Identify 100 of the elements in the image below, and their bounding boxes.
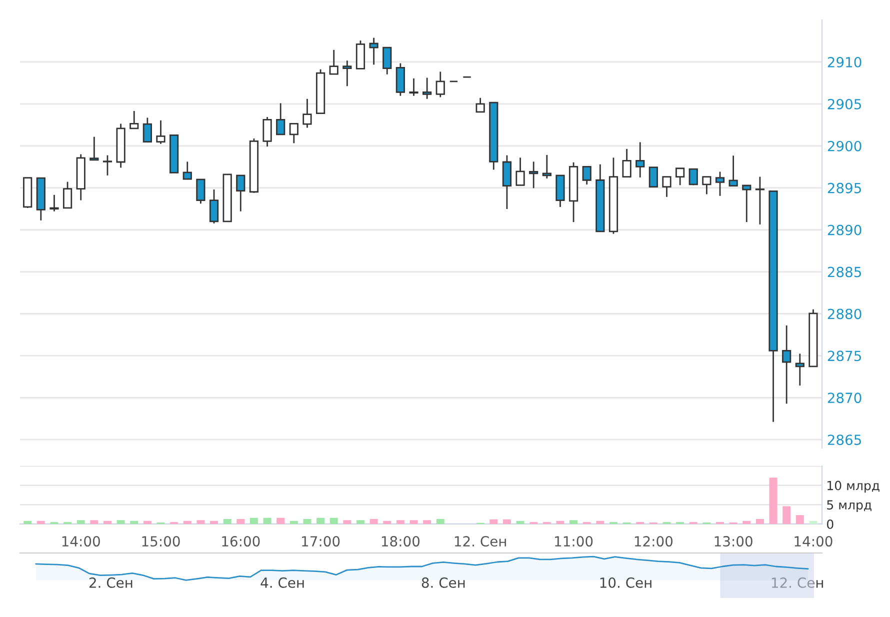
- bar: [370, 518, 378, 524]
- candlestick: [542, 154, 552, 180]
- candlestick: [662, 176, 672, 198]
- y-tick-label: 2885: [828, 266, 861, 278]
- candlestick: [688, 168, 698, 186]
- candlestick: [142, 116, 152, 144]
- bar: [103, 520, 112, 524]
- x-tick-label: 14:00: [794, 536, 832, 547]
- x-tick-label: 4. Сен: [260, 577, 304, 588]
- bar: [143, 520, 152, 524]
- x-tick-label: 11:00: [555, 536, 593, 547]
- bar: [769, 478, 778, 524]
- y-tick-label: 2910: [828, 56, 862, 68]
- candlestick: [529, 160, 538, 189]
- candlestick: [582, 166, 592, 186]
- bar: [223, 518, 232, 524]
- candlestick: [676, 168, 685, 186]
- bar: [330, 518, 338, 524]
- candlestick: [782, 324, 792, 404]
- candlestick: [436, 71, 445, 98]
- x-tick-label: 15:00: [142, 536, 180, 547]
- y-tick-label: 2865: [828, 434, 861, 446]
- candlestick: [182, 160, 192, 180]
- candlestick: [422, 77, 432, 100]
- candlestick: [102, 154, 112, 176]
- x-tick-label: 16:00: [222, 536, 260, 547]
- candlestick: [156, 120, 166, 145]
- y-tick-label: 2890: [828, 224, 862, 236]
- bar: [130, 520, 138, 524]
- y-tick-label: 10 млрд: [828, 480, 880, 493]
- y-tick-label: 2880: [828, 308, 862, 320]
- x-tick-label: 12. Сен: [772, 577, 823, 588]
- bar: [276, 518, 285, 524]
- candlestick: [702, 176, 712, 195]
- candlestick: [329, 49, 338, 75]
- x-tick-label: 8. Сен: [422, 577, 465, 588]
- candlestick: [409, 78, 418, 97]
- bar: [116, 520, 125, 524]
- candlestick: [728, 154, 738, 187]
- bar: [303, 518, 312, 524]
- bar: [76, 520, 85, 524]
- candlestick: [622, 148, 632, 178]
- bar: [809, 520, 818, 524]
- candlestick: [342, 60, 352, 87]
- candlestick: [262, 116, 272, 148]
- x-tick-label: 14:00: [62, 536, 100, 547]
- candlestick: [476, 97, 485, 113]
- candlestick: [502, 154, 512, 210]
- bar: [343, 520, 352, 524]
- candlestick: [742, 184, 752, 223]
- candlestick: [196, 178, 206, 204]
- bar: [596, 520, 604, 524]
- candlestick: [715, 171, 725, 197]
- y-tick-label: 2895: [828, 182, 861, 194]
- bar: [24, 520, 32, 524]
- x-tick-label: 12:00: [634, 536, 673, 547]
- bar: [436, 518, 444, 524]
- bar: [423, 520, 432, 524]
- bar: [796, 515, 804, 524]
- bar: [782, 506, 791, 524]
- x-tick-label: 2. Сен: [89, 577, 132, 588]
- bar: [756, 518, 764, 524]
- y-tick-label: 2905: [828, 98, 861, 110]
- bar: [516, 520, 524, 524]
- candlestick: [289, 123, 298, 144]
- candlestick: [50, 194, 59, 212]
- bar: [290, 520, 298, 524]
- bar: [490, 519, 498, 524]
- x-tick-label: 10. Сен: [600, 577, 652, 588]
- bar: [742, 520, 751, 524]
- x-tick-label: 12. Сен: [454, 536, 506, 547]
- candlestick: [130, 110, 139, 130]
- x-tick-label: 18:00: [382, 536, 420, 547]
- bar: [316, 518, 325, 524]
- candlestick: [516, 156, 525, 186]
- candlestick: [382, 46, 392, 76]
- bar: [196, 520, 205, 524]
- candlestick: [236, 174, 246, 212]
- candlestick: [276, 102, 286, 136]
- bar: [556, 520, 564, 524]
- bar: [236, 518, 245, 524]
- candlestick: [302, 98, 312, 128]
- candlestick: [755, 176, 765, 226]
- candlestick: [62, 181, 72, 209]
- bar: [183, 520, 192, 524]
- bar: [570, 520, 578, 524]
- candlestick: [648, 166, 658, 188]
- bar: [36, 520, 45, 524]
- bar: [410, 520, 418, 524]
- candlestick: [369, 37, 378, 66]
- x-tick-label: 13:00: [714, 536, 752, 547]
- candlestick: [795, 352, 804, 386]
- bar: [250, 518, 258, 524]
- y-tick-label: 2900: [828, 140, 862, 152]
- candlestick: [636, 141, 645, 178]
- candlestick: [209, 188, 219, 224]
- candlestick: [90, 136, 99, 161]
- bar: [210, 520, 218, 524]
- y-tick-label: 0: [826, 519, 834, 529]
- bar: [263, 518, 272, 524]
